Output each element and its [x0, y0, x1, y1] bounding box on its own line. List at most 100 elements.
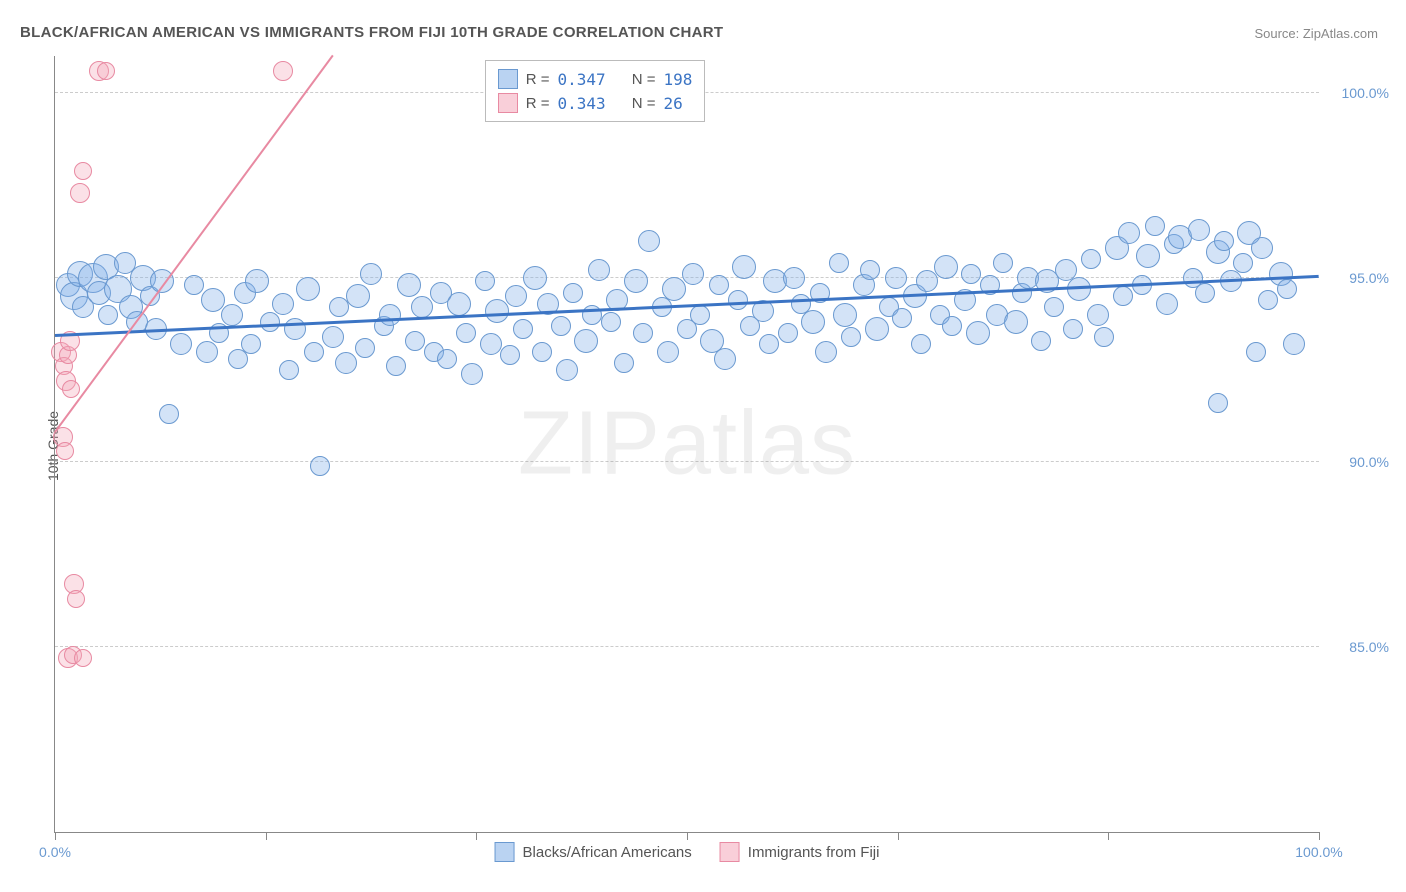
data-point-blue	[360, 263, 382, 285]
data-point-blue	[296, 277, 320, 301]
data-point-blue	[556, 359, 578, 381]
data-point-blue	[815, 341, 837, 363]
data-point-blue	[1113, 286, 1133, 306]
data-point-blue	[475, 271, 495, 291]
data-point-blue	[860, 260, 880, 280]
y-tick-label: 85.0%	[1349, 639, 1389, 655]
data-point-blue	[638, 230, 660, 252]
source-link[interactable]: ZipAtlas.com	[1303, 26, 1378, 41]
x-tick	[476, 832, 477, 840]
data-point-blue	[911, 334, 931, 354]
data-point-blue	[588, 259, 610, 281]
legend-swatch	[720, 842, 740, 862]
data-point-blue	[624, 269, 648, 293]
data-point-blue	[966, 321, 990, 345]
gridline	[55, 646, 1319, 647]
legend-row: R =0.347N =198	[498, 67, 693, 91]
legend-item: Blacks/African Americans	[495, 842, 692, 862]
data-point-blue	[1188, 219, 1210, 241]
data-point-blue	[841, 327, 861, 347]
data-point-blue	[279, 360, 299, 380]
data-point-blue	[310, 456, 330, 476]
data-point-blue	[1195, 283, 1215, 303]
data-point-blue	[1145, 216, 1165, 236]
data-point-blue	[355, 338, 375, 358]
data-point-pink	[74, 162, 92, 180]
data-point-blue	[1251, 237, 1273, 259]
data-point-blue	[386, 356, 406, 376]
data-point-blue	[485, 299, 509, 323]
data-point-blue	[272, 293, 294, 315]
data-point-blue	[574, 329, 598, 353]
data-point-blue	[732, 255, 756, 279]
data-point-blue	[1156, 293, 1178, 315]
data-point-blue	[480, 333, 502, 355]
data-point-blue	[505, 285, 527, 307]
chart-plot-area: ZIPatlas 85.0%90.0%95.0%100.0%0.0%100.0%…	[54, 56, 1319, 833]
data-point-blue	[523, 266, 547, 290]
watermark: ZIPatlas	[518, 393, 856, 496]
y-tick-label: 100.0%	[1342, 85, 1389, 101]
data-point-blue	[1031, 331, 1051, 351]
data-point-blue	[601, 312, 621, 332]
data-point-blue	[1063, 319, 1083, 339]
data-point-blue	[532, 342, 552, 362]
n-label: N =	[632, 95, 656, 112]
data-point-blue	[551, 316, 571, 336]
legend-item: Immigrants from Fiji	[720, 842, 880, 862]
data-point-pink	[70, 183, 90, 203]
data-point-blue	[260, 312, 280, 332]
n-value: 198	[663, 70, 692, 89]
data-point-blue	[1087, 304, 1109, 326]
x-tick	[1319, 832, 1320, 840]
data-point-blue	[801, 310, 825, 334]
data-point-pink	[74, 649, 92, 667]
data-point-blue	[1081, 249, 1101, 269]
r-label: R =	[526, 71, 550, 88]
data-point-blue	[833, 303, 857, 327]
data-point-blue	[1004, 310, 1028, 334]
data-point-blue	[662, 277, 686, 301]
data-point-blue	[783, 267, 805, 289]
data-point-blue	[159, 404, 179, 424]
source-prefix: Source:	[1254, 26, 1302, 41]
x-tick	[1108, 832, 1109, 840]
data-point-blue	[657, 341, 679, 363]
data-point-blue	[728, 290, 748, 310]
data-point-blue	[184, 275, 204, 295]
data-point-blue	[885, 267, 907, 289]
n-label: N =	[632, 71, 656, 88]
data-point-blue	[170, 333, 192, 355]
legend-swatch	[498, 69, 518, 89]
x-tick-label: 100.0%	[1295, 844, 1342, 860]
data-point-blue	[1258, 290, 1278, 310]
data-point-blue	[304, 342, 324, 362]
data-point-blue	[690, 305, 710, 325]
data-point-blue	[934, 255, 958, 279]
series-legend: Blacks/African Americans Immigrants from …	[495, 842, 880, 862]
data-point-blue	[98, 305, 118, 325]
legend-label: Blacks/African Americans	[523, 844, 692, 861]
data-point-blue	[759, 334, 779, 354]
data-point-blue	[916, 270, 938, 292]
data-point-blue	[892, 308, 912, 328]
data-point-pink	[273, 61, 293, 81]
legend-row: R =0.343N = 26	[498, 91, 693, 115]
data-point-blue	[513, 319, 533, 339]
data-point-blue	[993, 253, 1013, 273]
data-point-blue	[714, 348, 736, 370]
data-point-blue	[709, 275, 729, 295]
correlation-legend: R =0.347N =198R =0.343N = 26	[485, 60, 706, 122]
data-point-blue	[196, 341, 218, 363]
data-point-blue	[397, 273, 421, 297]
data-point-blue	[322, 326, 344, 348]
data-point-blue	[563, 283, 583, 303]
x-tick-label: 0.0%	[39, 844, 71, 860]
data-point-blue	[221, 304, 243, 326]
data-point-pink	[97, 62, 115, 80]
data-point-blue	[614, 353, 634, 373]
data-point-blue	[633, 323, 653, 343]
chart-title: BLACK/AFRICAN AMERICAN VS IMMIGRANTS FRO…	[20, 24, 723, 41]
data-point-blue	[829, 253, 849, 273]
legend-label: Immigrants from Fiji	[748, 844, 880, 861]
